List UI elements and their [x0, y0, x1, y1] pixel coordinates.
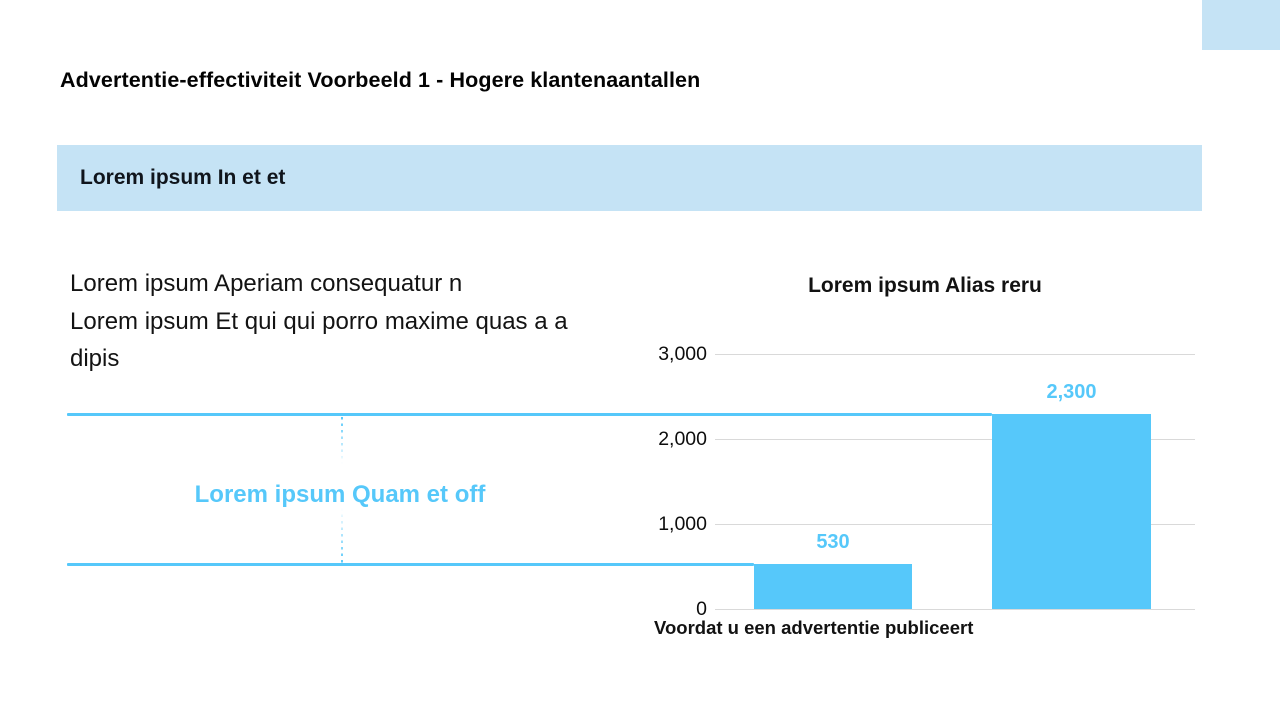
description-line: Lorem ipsum Et qui qui porro maxime quas…: [70, 307, 568, 335]
section-banner-label: Lorem ipsum In et et: [80, 166, 286, 189]
bar-value-label: 2,300: [1046, 380, 1097, 403]
callout-line-top: [67, 412, 992, 416]
description-text: Lorem ipsum Aperiam consequatur n Lorem …: [70, 265, 670, 378]
bar-value-label: 530: [816, 530, 850, 553]
x-axis-category-label: Voordat u een advertentie publiceert: [654, 617, 974, 638]
y-axis-tick: 2,000: [658, 428, 707, 450]
callout-dotted-connector: [341, 417, 343, 564]
gridline: [715, 524, 1195, 525]
callout-line-bottom: [67, 562, 754, 566]
chart-title: Lorem ipsum Alias reru: [808, 274, 1042, 297]
gridline: [715, 354, 1195, 355]
description-line: dipis: [70, 345, 120, 372]
bar-after: [992, 413, 1151, 609]
y-axis-tick: 0: [696, 598, 707, 620]
bar-before: [754, 563, 912, 609]
corner-accent-block: [1202, 0, 1280, 50]
gridline: [715, 439, 1195, 440]
section-banner: Lorem ipsum In et et: [57, 145, 1202, 211]
callout-label: Lorem ipsum Quam et off: [194, 481, 486, 508]
y-axis-tick: 1,000: [658, 513, 707, 535]
gridline: [715, 609, 1195, 610]
y-axis-tick: 3,000: [658, 343, 707, 365]
description-line: Lorem ipsum Aperiam consequatur n: [70, 270, 463, 297]
page-title: Advertentie-effectiviteit Voorbeeld 1 - …: [60, 68, 701, 92]
